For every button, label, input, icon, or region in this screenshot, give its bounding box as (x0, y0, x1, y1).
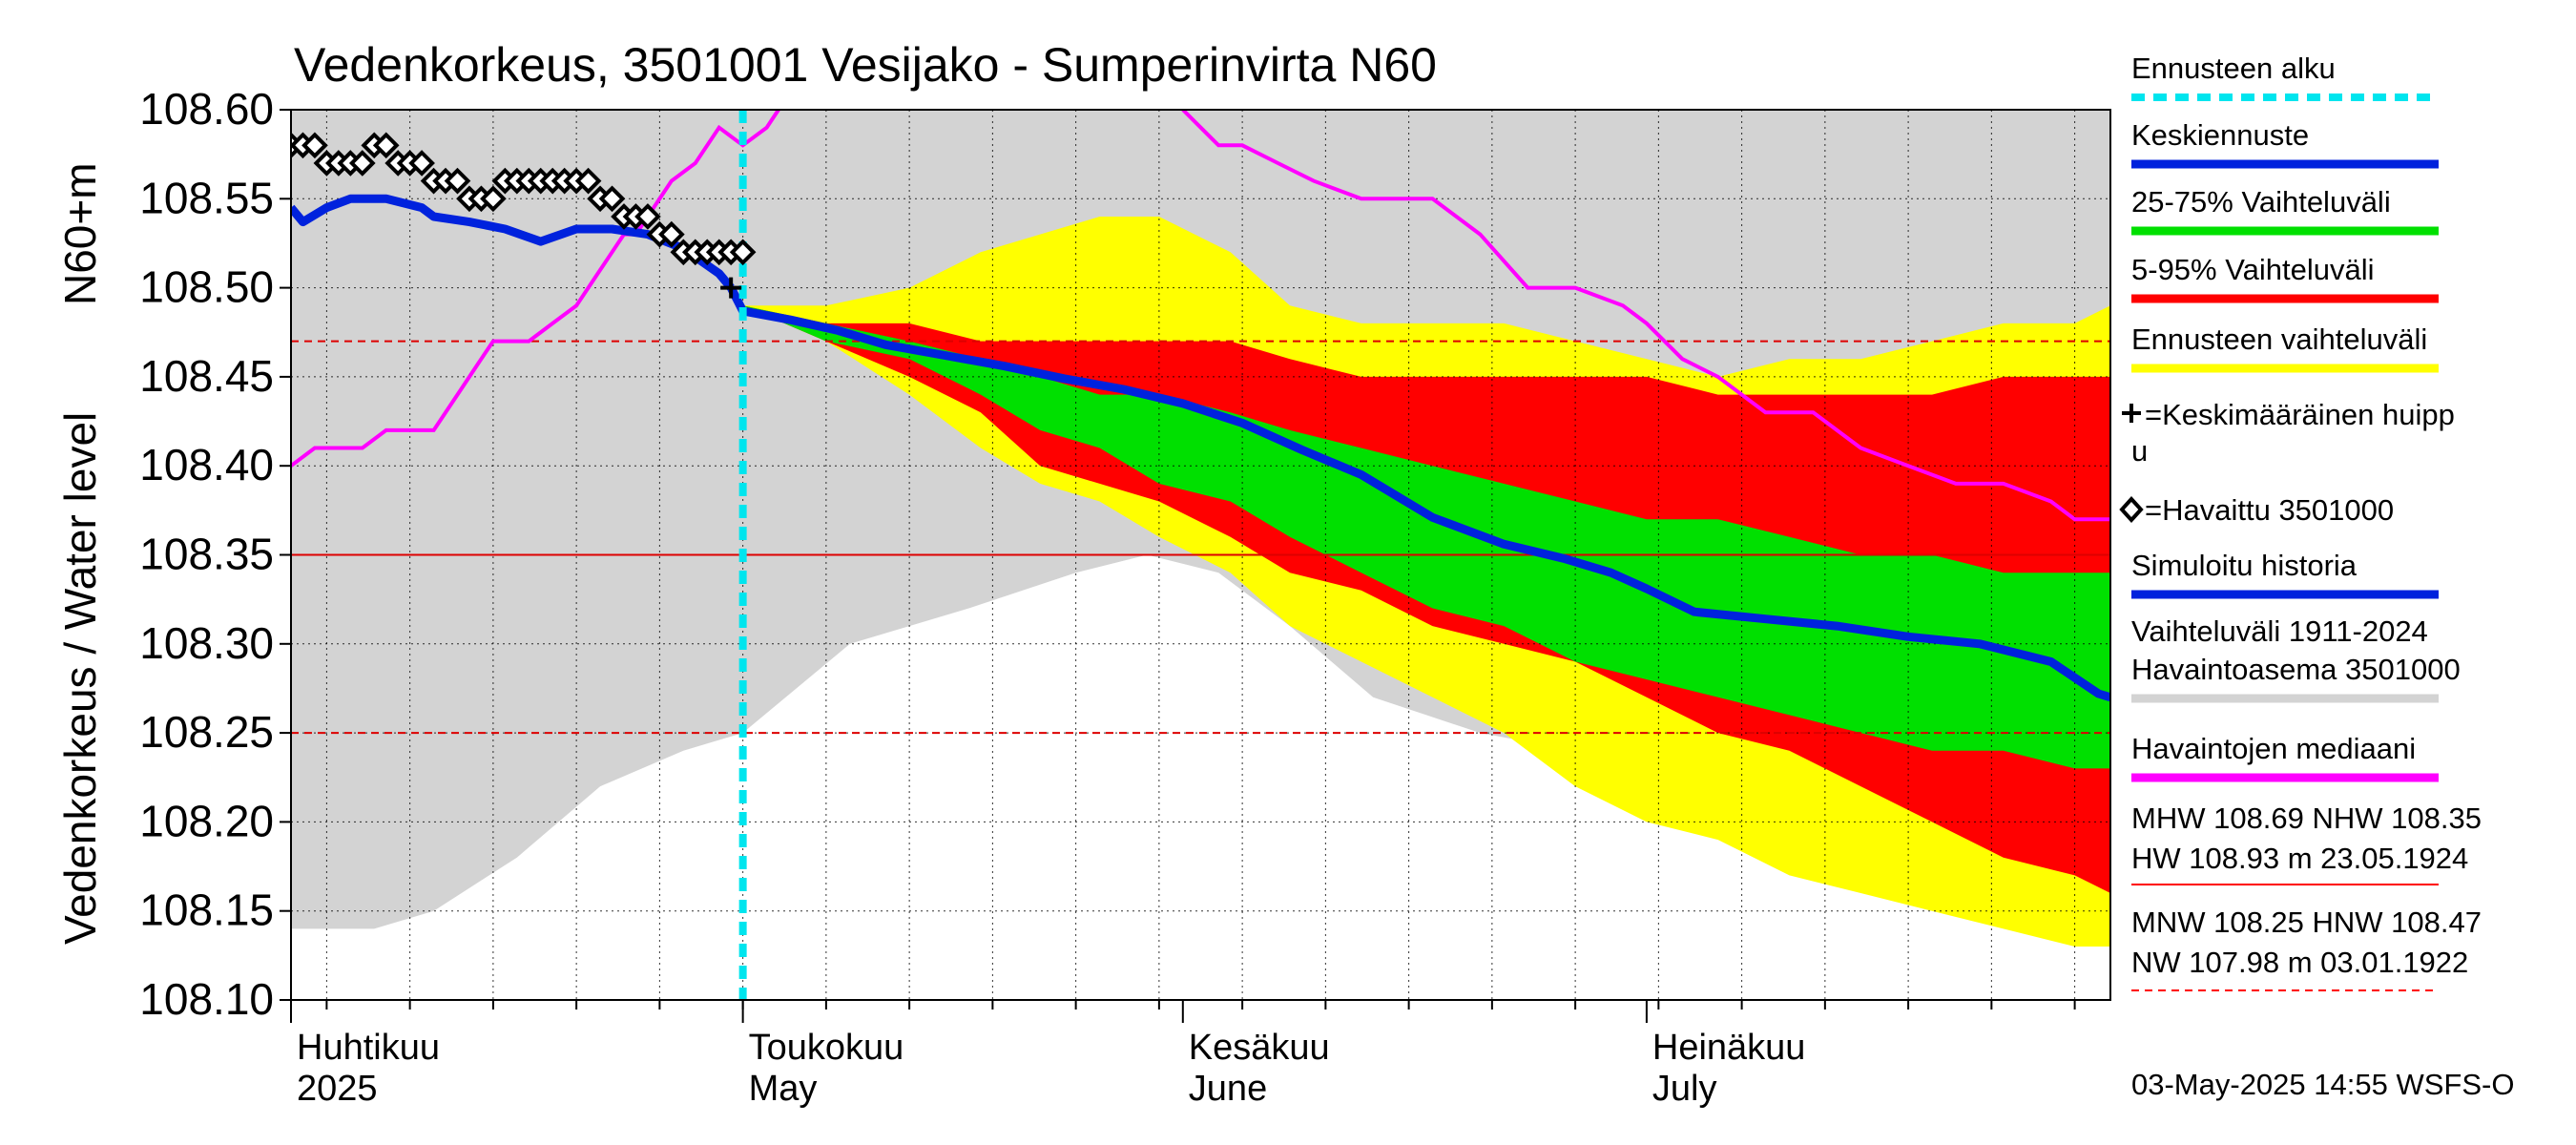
observed-point (301, 132, 328, 159)
footer-timestamp: 03-May-2025 14:55 WSFS-O (2131, 1068, 2514, 1101)
observed-point (634, 203, 661, 230)
x-month-label: Huhtikuu (297, 1028, 440, 1068)
legend-label: Ennusteen vaihteluväli (2131, 323, 2427, 356)
x-month-sublabel: 2025 (297, 1069, 378, 1109)
x-month-label: Kesäkuu (1189, 1028, 1330, 1068)
observed-point (658, 220, 685, 248)
legend-item-forecast_start: Ennusteen alku (2131, 52, 2439, 101)
legend-label: Keskiennuste (2131, 118, 2309, 152)
legend-plus-icon (2122, 404, 2141, 423)
legend-item-simulated: Simuloitu historia (2131, 549, 2439, 599)
legend-item-history_band: Vaihteluväli 1911-2024 Havaintoasema 350… (2131, 614, 2461, 703)
y-tick-label: 108.55 (139, 173, 274, 222)
x-month-sublabel: May (749, 1069, 818, 1109)
legend-item-p25_75: 25-75% Vaihteluväli (2131, 185, 2439, 236)
legend-label: =Keskimääräinen huipp (2145, 398, 2455, 431)
legend-label: Ennusteen alku (2131, 52, 2336, 85)
legend-item-p5_95: 5-95% Vaihteluväli (2131, 253, 2439, 303)
x-month-label: Heinäkuu (1652, 1028, 1806, 1068)
legend-label: 25-75% Vaihteluväli (2131, 185, 2391, 219)
legend-label: Havaintojen mediaani (2131, 732, 2416, 765)
mean-peak-marker (720, 277, 742, 299)
x-month-sublabel: June (1189, 1069, 1267, 1109)
observed-point (444, 167, 471, 195)
stats-line-1: MHW 108.69 NHW 108.35 (2131, 802, 2482, 835)
plot-markers (291, 132, 757, 299)
y-tick-label: 108.60 (139, 84, 274, 134)
legend-item-forecast_band: Ennusteen vaihteluväli (2131, 323, 2439, 373)
y-axis-label: Vedenkorkeus / Water level (55, 412, 105, 945)
observed-point (372, 132, 400, 159)
legend-item-observed: =Havaittu 3501000 (2119, 493, 2394, 527)
y-tick-label: 108.20 (139, 796, 274, 845)
legend-label: Vaihteluväli 1911-2024 (2131, 614, 2428, 648)
chart-title: Vedenkorkeus, 3501001 Vesijako - Sumperi… (294, 38, 1437, 92)
y-axis-unit-label: N60+m (55, 162, 105, 305)
observed-point (729, 239, 757, 266)
observed-point (574, 167, 602, 195)
legend-item-median: Havaintojen mediaani (2131, 732, 2439, 782)
legend-label-cont: u (2131, 434, 2148, 468)
x-month-label: Toukokuu (749, 1028, 904, 1068)
legend-diamond-icon (2119, 496, 2144, 523)
stats-line-4: NW 107.98 m 03.01.1922 (2131, 946, 2468, 979)
y-tick-label: 108.50 (139, 262, 274, 312)
stats-line-2: HW 108.93 m 23.05.1924 (2131, 842, 2468, 875)
p25-75-band-area (742, 305, 2110, 769)
y-tick-labels: 108.60 108.55 108.50 108.45 108.40 108.35 108.… (139, 84, 291, 1024)
observed-point (408, 150, 435, 177)
x-month-sublabel: July (1652, 1069, 1717, 1109)
y-tick-label: 108.10 (139, 974, 274, 1024)
legend-label-cont: Havaintoasema 3501000 (2131, 653, 2461, 686)
median-line-late (1181, 110, 2110, 522)
y-tick-label: 108.35 (139, 530, 274, 579)
y-tick-label: 108.25 (139, 707, 274, 757)
y-tick-label: 108.15 (139, 885, 274, 935)
legend: Ennusteen alku Keskiennuste 25-75% Vaihtel… (2119, 52, 2461, 782)
median-line (291, 110, 780, 468)
observed-point (480, 185, 507, 213)
observed-point (598, 185, 626, 213)
legend-item-mean_forecast: Keskiennuste (2131, 118, 2439, 169)
legend-label: =Havaittu 3501000 (2145, 493, 2394, 527)
y-tick-label: 108.30 (139, 618, 274, 668)
mean-forecast-line (727, 285, 2110, 702)
stats-line-3: MNW 108.25 HNW 108.47 (2131, 906, 2482, 939)
y-tick-label: 108.45 (139, 351, 274, 401)
legend-label: Simuloitu historia (2131, 549, 2358, 582)
legend-label: 5-95% Vaihteluväli (2131, 253, 2374, 286)
observed-point (348, 150, 376, 177)
y-tick-label: 108.40 (139, 440, 274, 489)
